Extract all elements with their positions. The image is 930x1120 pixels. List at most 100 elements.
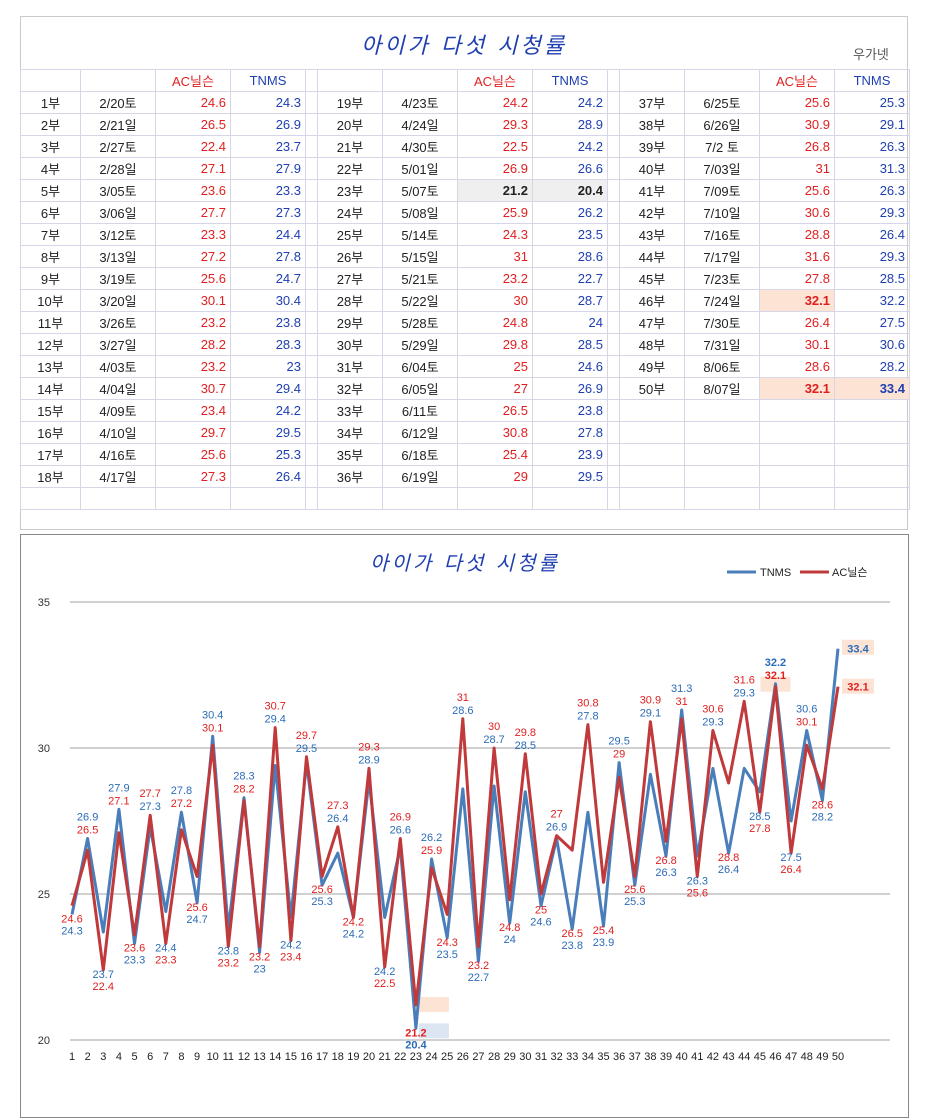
tnms-cell: 29.3 [834, 201, 910, 224]
data-label-tnms: 26.9 [77, 812, 98, 824]
data-label-ac-nielsen: 23.2 [468, 960, 489, 972]
column-separator [305, 113, 318, 136]
x-tick-label: 33 [566, 1051, 578, 1063]
episode-cell: 32부 [317, 377, 383, 400]
empty-cell [834, 421, 910, 444]
ac-nielsen-cell: 27.3 [155, 465, 231, 488]
data-label-tnms: 24 [504, 934, 516, 946]
date-cell: 4/23토 [382, 91, 458, 114]
table-row: 16부 4/10일 29.7 29.5 34부 6/12일 30.8 27.8 [20, 421, 910, 444]
data-label-tnms: 31.3 [671, 683, 692, 695]
episode-cell: 12부 [20, 333, 81, 356]
ac-nielsen-cell: 23.2 [457, 267, 533, 290]
date-cell: 7/2 토 [684, 135, 760, 158]
empty-cell [305, 487, 318, 510]
ac-nielsen-cell: 23.4 [155, 399, 231, 422]
column-separator [607, 421, 620, 444]
date-cell: 3/06일 [80, 201, 156, 224]
tnms-cell: 26.3 [834, 135, 910, 158]
table-row: 2부 2/21일 26.5 26.9 20부 4/24일 29.3 28.9 38부 6/26일 3… [20, 113, 910, 136]
episode-cell: 22부 [317, 157, 383, 180]
data-label-tnms: 23 [253, 963, 265, 975]
date-cell: 3/13일 [80, 245, 156, 268]
ac-nielsen-cell: 24.6 [155, 91, 231, 114]
ac-nielsen-cell: 31 [457, 245, 533, 268]
episode-cell: 11부 [20, 311, 81, 334]
column-separator [607, 355, 620, 378]
empty-cell [684, 399, 760, 422]
date-cell: 2/21일 [80, 113, 156, 136]
table-title: 아이가 다섯 시청률 [361, 34, 567, 59]
table-row: 12부 3/27일 28.2 28.3 30부 5/29일 29.8 28.5 48부 7/31일… [20, 333, 910, 356]
data-label-ac-nielsen: 31 [676, 696, 688, 708]
data-label-tnms: 23.8 [218, 946, 239, 958]
data-label-tnms: 30.4 [202, 709, 223, 721]
tnms-cell: 26.4 [834, 223, 910, 246]
column-separator [607, 91, 620, 114]
tnms-cell: 29.4 [230, 377, 306, 400]
x-tick-label: 40 [676, 1051, 688, 1063]
episode-cell: 4부 [20, 157, 81, 180]
header-ac-nielsen: AC닐슨 [457, 69, 533, 92]
data-label-tnms: 23.8 [562, 940, 583, 952]
data-label-ac-nielsen: 23.3 [155, 955, 176, 967]
ac-nielsen-cell: 23.6 [155, 179, 231, 202]
date-cell: 5/15일 [382, 245, 458, 268]
tnms-cell: 28.5 [532, 333, 608, 356]
x-tick-label: 16 [300, 1051, 312, 1063]
data-label-ac-nielsen: 25.6 [687, 887, 708, 899]
data-label-tnms: 28.3 [233, 771, 254, 783]
tnms-cell: 27.9 [230, 157, 306, 180]
date-cell: 5/14토 [382, 223, 458, 246]
tnms-cell: 23.3 [230, 179, 306, 202]
episode-cell: 34부 [317, 421, 383, 444]
date-cell: 3/26토 [80, 311, 156, 334]
column-separator [305, 421, 318, 444]
tnms-cell: 24.4 [230, 223, 306, 246]
x-tick-label: 4 [116, 1051, 122, 1063]
column-separator [305, 135, 318, 158]
episode-cell: 25부 [317, 223, 383, 246]
column-separator [607, 201, 620, 224]
empty-cell [607, 487, 620, 510]
data-label-tnms: 28.5 [515, 740, 536, 752]
data-label-tnms: 33.4 [847, 644, 869, 656]
x-tick-label: 25 [441, 1051, 453, 1063]
empty-cell [619, 487, 685, 510]
empty-cell [759, 487, 835, 510]
data-label-tnms: 26.4 [327, 813, 348, 825]
tnms-cell: 30.6 [834, 333, 910, 356]
episode-cell: 50부 [619, 377, 685, 400]
x-tick-label: 42 [707, 1051, 719, 1063]
x-tick-label: 47 [785, 1051, 797, 1063]
empty-cell [317, 487, 383, 510]
ac-nielsen-cell: 25.6 [155, 267, 231, 290]
ac-nielsen-cell: 25.4 [457, 443, 533, 466]
column-separator [305, 157, 318, 180]
episode-cell: 46부 [619, 289, 685, 312]
data-label-ac-nielsen: 23.2 [249, 951, 270, 963]
ac-nielsen-cell: 25 [457, 355, 533, 378]
episode-cell: 3부 [20, 135, 81, 158]
date-cell: 3/19토 [80, 267, 156, 290]
data-label-ac-nielsen: 23.4 [280, 952, 301, 964]
ac-nielsen-cell: 30.1 [759, 333, 835, 356]
ac-nielsen-cell: 24.3 [457, 223, 533, 246]
data-label-ac-nielsen: 29.7 [296, 730, 317, 742]
column-separator [305, 399, 318, 422]
tnms-cell: 23.8 [230, 311, 306, 334]
data-label-ac-nielsen: 26.4 [780, 864, 801, 876]
column-separator [305, 179, 318, 202]
data-label-tnms: 23.3 [124, 955, 145, 967]
x-tick-label: 31 [535, 1051, 547, 1063]
data-label-tnms: 23.9 [593, 937, 614, 949]
column-separator [607, 69, 620, 92]
date-cell: 3/27일 [80, 333, 156, 356]
table-row: 14부 4/04일 30.7 29.4 32부 6/05일 27 26.9 50부 8/07일 32… [20, 377, 910, 400]
episode-cell: 33부 [317, 399, 383, 422]
x-tick-label: 38 [644, 1051, 656, 1063]
x-tick-label: 36 [613, 1051, 625, 1063]
tnms-cell: 23.8 [532, 399, 608, 422]
tnms-cell: 30.4 [230, 289, 306, 312]
column-separator [607, 223, 620, 246]
